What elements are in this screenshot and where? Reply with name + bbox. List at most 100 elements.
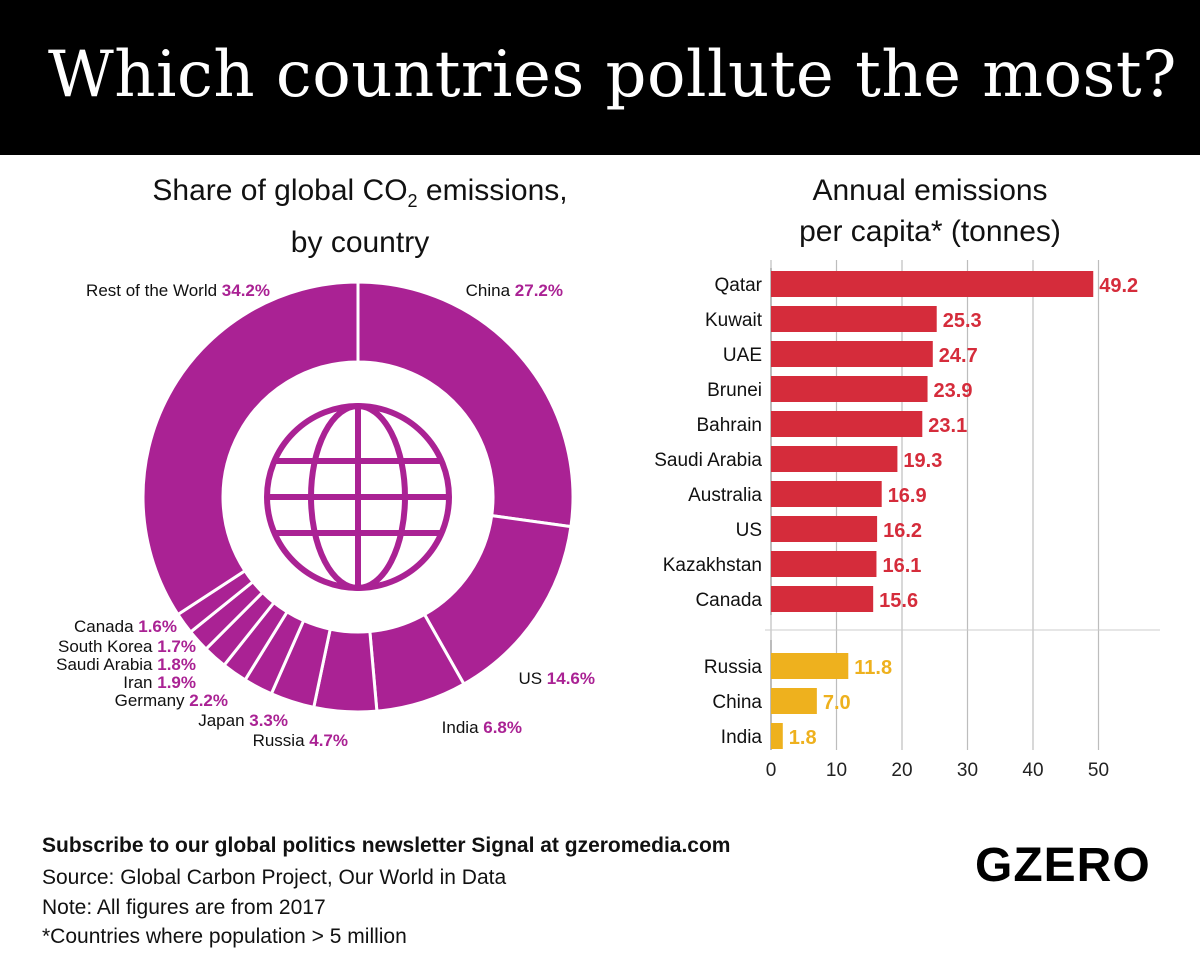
bar-category-label: Brunei	[707, 380, 762, 401]
bar-india	[771, 723, 783, 749]
bar-title-line-1: Annual emissions	[812, 174, 1048, 207]
bar-value-label: 23.1	[928, 415, 967, 437]
x-tick-label: 30	[957, 760, 978, 781]
bar-category-label: Australia	[688, 485, 762, 506]
bar-category-label: Qatar	[714, 275, 762, 296]
label-name: Rest of the World	[86, 281, 222, 300]
donut-chart: China 27.2% US 14.6% India 6.8% Russia 4.7%…	[56, 280, 595, 750]
label-value: 1.8%	[157, 655, 196, 674]
label-value: 3.3%	[249, 711, 288, 730]
label-value: 27.2%	[515, 281, 563, 300]
gzero-logo: GZERO	[975, 839, 1151, 892]
bar-category-label: Saudi Arabia	[654, 450, 762, 471]
bar-value-label: 16.9	[888, 485, 927, 507]
label-name: India	[442, 718, 484, 737]
x-tick-label: 10	[826, 760, 847, 781]
bar-category-label: China	[712, 692, 762, 713]
label-saudi-arabia: Saudi Arabia 1.8%	[56, 655, 196, 674]
slice-china	[356, 280, 575, 529]
bar-value-label: 16.2	[883, 520, 922, 542]
x-tick-label: 0	[766, 760, 777, 781]
bar-value-label: 15.6	[879, 590, 918, 612]
subscribe-text: Subscribe to our global politics newslet…	[42, 834, 731, 857]
bar-category-label: Bahrain	[697, 415, 763, 436]
x-tick-label: 50	[1088, 760, 1109, 781]
label-name: Saudi Arabia	[56, 655, 157, 674]
bar-bahrain	[771, 411, 923, 437]
donut-chart-title: Share of global CO2 emissions, by countr…	[80, 170, 640, 263]
label-value: 34.2%	[222, 281, 270, 300]
label-south-korea: South Korea 1.7%	[58, 637, 196, 656]
bar-category-label: UAE	[723, 345, 762, 366]
page-title: Which countries pollute the most?	[48, 38, 1177, 112]
label-name: Russia	[253, 731, 310, 750]
label-japan: Japan 3.3%	[198, 711, 288, 730]
bar-category-label: Russia	[704, 657, 763, 678]
bar-category-label: Canada	[695, 590, 762, 611]
footnote-text: *Countries where population > 5 million	[42, 925, 407, 948]
bar-value-label: 23.9	[934, 380, 973, 402]
donut-title-line-1: Share of global CO2 emissions,	[80, 170, 640, 222]
label-name: China	[466, 281, 515, 300]
label-value: 2.2%	[189, 691, 228, 710]
label-rest-of-the-world: Rest of the World 34.2%	[86, 281, 270, 300]
bar-text: 0 10 20 30 40 50 Qatar 49.2 Kuwait 25.3 UAE 24.7 Bru…	[654, 275, 1138, 781]
bar-chart-title: Annual emissions per capita* (tonnes)	[700, 170, 1160, 252]
bar-us	[771, 516, 878, 542]
bar-chart: 0 10 20 30 40 50 Qatar 49.2 Kuwait 25.3 UAE 24.7 Bru…	[654, 260, 1160, 781]
bar-russia	[771, 653, 849, 679]
bar-value-label: 11.8	[854, 657, 892, 679]
label-value: 14.6%	[547, 669, 595, 688]
header-bar: Which countries pollute the most?	[0, 0, 1200, 155]
label-name: South Korea	[58, 637, 157, 656]
bar-saudi-arabia	[771, 446, 898, 472]
bar-china	[771, 688, 817, 714]
bar-kuwait	[771, 306, 937, 332]
donut-title-part-a: Share of global CO	[152, 174, 408, 207]
donut-title-part-b: emissions,	[417, 174, 568, 207]
bar-category-label: Kuwait	[705, 310, 763, 331]
bar-value-label: 49.2	[1099, 275, 1138, 297]
bar-bars	[771, 271, 1094, 749]
bar-value-label: 25.3	[943, 310, 982, 332]
bar-title-line-2: per capita* (tonnes)	[799, 215, 1061, 248]
bar-value-label: 19.3	[903, 450, 942, 472]
bar-value-label: 24.7	[939, 345, 978, 367]
label-value: 1.7%	[157, 637, 196, 656]
label-name: Canada	[74, 617, 138, 636]
donut-title-line-2: by country	[290, 226, 430, 259]
bar-value-label: 1.8	[789, 727, 817, 749]
bar-category-label: India	[721, 727, 763, 748]
bar-uae	[771, 341, 933, 367]
label-name: Germany	[115, 691, 190, 710]
label-germany: Germany 2.2%	[115, 691, 228, 710]
bar-australia	[771, 481, 882, 507]
donut-title-subscript: 2	[407, 191, 418, 211]
bar-qatar	[771, 271, 1094, 297]
label-value: 6.8%	[483, 718, 522, 737]
source-text: Source: Global Carbon Project, Our World…	[42, 866, 507, 889]
bar-kazakhstan	[771, 551, 877, 577]
label-china: China 27.2%	[466, 281, 563, 300]
label-name: Japan	[198, 711, 249, 730]
bar-value-label: 16.1	[882, 555, 921, 577]
bar-category-label: US	[736, 520, 762, 541]
globe-icon	[264, 403, 452, 591]
bar-value-label: 7.0	[823, 692, 851, 714]
slice-rest-of-the-world	[141, 280, 360, 617]
x-tick-label: 20	[891, 760, 912, 781]
note-text: Note: All figures are from 2017	[42, 896, 326, 919]
label-name: Iran	[123, 673, 157, 692]
label-name: US	[518, 669, 546, 688]
x-tick-label: 40	[1022, 760, 1043, 781]
label-russia: Russia 4.7%	[253, 731, 348, 750]
bar-category-label: Kazakhstan	[663, 555, 762, 576]
donut-slices	[141, 280, 575, 714]
bar-canada	[771, 586, 874, 612]
label-iran: Iran 1.9%	[123, 673, 196, 692]
label-us: US 14.6%	[518, 669, 595, 688]
label-canada: Canada 1.6%	[74, 617, 177, 636]
label-value: 4.7%	[309, 731, 348, 750]
donut-labels: China 27.2% US 14.6% India 6.8% Russia 4.7%…	[56, 281, 595, 750]
label-value: 1.6%	[138, 617, 177, 636]
